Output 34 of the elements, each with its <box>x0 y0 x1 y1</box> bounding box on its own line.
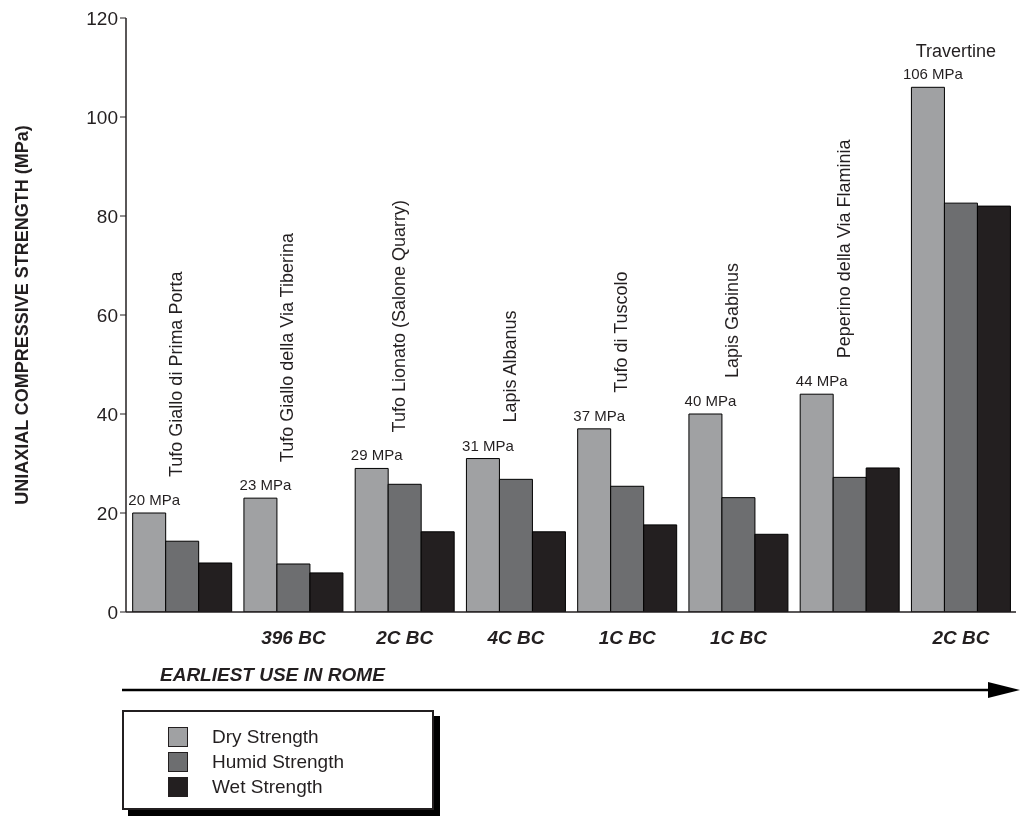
y-tick-label: 20 <box>96 502 118 524</box>
text: 2C BC <box>375 627 434 648</box>
x-tick-label: Tufo Lionato (Salone Quarry) <box>388 200 409 433</box>
y-tick-label: 120 <box>86 7 118 29</box>
x-tick-label: Tufo Giallo di Prima Porta <box>166 270 187 477</box>
text: EARLIEST USE IN ROME <box>160 664 385 686</box>
data-label: 23 MPa <box>239 476 292 494</box>
data-label: 106 MPa <box>902 65 964 83</box>
y-tick-label: 0 <box>107 601 118 623</box>
y-tick-label: 60 <box>96 304 118 326</box>
text: 396 BC <box>261 627 326 648</box>
data-label: 31 MPa <box>462 436 515 454</box>
text: 1C BC <box>598 627 656 648</box>
x-tick-label: Tufo di Tuscolo <box>611 271 632 393</box>
y-tick-label: 100 <box>86 106 118 128</box>
text: 2C BC <box>931 627 990 648</box>
legend-label: Wet Strength <box>212 775 323 798</box>
x-tick-label: Lapis Albanus <box>499 310 520 423</box>
data-label: 44 MPa <box>795 372 849 390</box>
x-tick-label: Peperino della Via Flaminia <box>833 138 854 359</box>
y-axis-title: UNIAXIAL COMPRESSIVE STRENGTH (MPa) <box>12 125 33 505</box>
data-label: 29 MPa <box>350 446 404 464</box>
legend-label: Dry Strength <box>212 725 319 748</box>
data-label: 40 MPa <box>684 392 737 409</box>
data-label: 37 MPa <box>573 406 626 424</box>
legend-label: Humid Strength <box>212 750 345 773</box>
y-tick-label: 40 <box>96 403 118 425</box>
data-label: 20 MPa <box>128 491 181 508</box>
x-tick-label: Travertine <box>915 41 997 62</box>
text: 4C BC <box>486 627 545 648</box>
x-tick-label: Tufo Giallo della Via Tiberina <box>277 232 298 463</box>
x-tick-label: Lapis Gabinus <box>722 262 743 378</box>
y-tick-label: 80 <box>96 205 118 227</box>
text: 1C BC <box>709 627 768 648</box>
